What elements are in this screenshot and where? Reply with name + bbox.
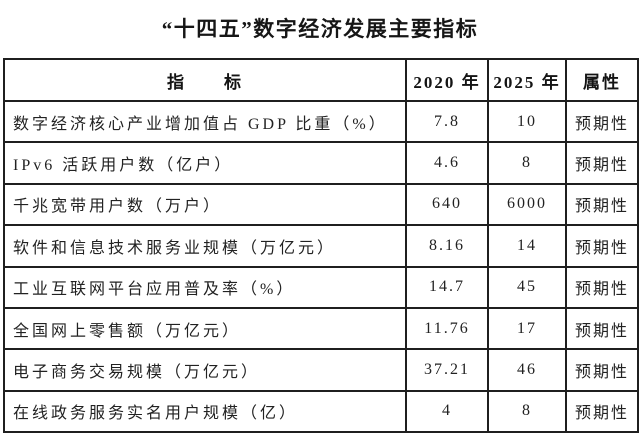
table-row: 全国网上零售额（万亿元） 11.76 17 预期性 [3, 306, 639, 351]
value-2020-cell: 640 [405, 182, 489, 227]
indicator-cell: 电子商务交易规模（万亿元） [3, 348, 407, 392]
value-2025-cell: 8 [487, 141, 567, 185]
indicator-cell: 在线政务服务实名用户规模（亿） [3, 389, 407, 433]
value-2025-cell: 17 [487, 306, 567, 351]
attribute-cell: 预期性 [565, 348, 639, 392]
attribute-cell: 预期性 [565, 306, 639, 351]
header-attribute: 属性 [565, 58, 639, 102]
header-2020: 2020 年 [405, 58, 489, 102]
table-header-row: 指 标 2020 年 2025 年 属性 [3, 58, 639, 102]
header-2025: 2025 年 [487, 58, 567, 102]
attribute-cell: 预期性 [565, 182, 639, 227]
value-2025-cell: 45 [487, 265, 567, 309]
table-row: 电子商务交易规模（万亿元） 37.21 46 预期性 [3, 348, 639, 392]
value-2020-cell: 11.76 [405, 306, 489, 351]
table-row: IPv6 活跃用户数（亿户） 4.6 8 预期性 [3, 141, 639, 185]
table-row: 软件和信息技术服务业规模（万亿元） 8.16 14 预期性 [3, 224, 639, 268]
table-body: 数字经济核心产业增加值占 GDP 比重（%） 7.8 10 预期性 IPv6 活… [3, 99, 639, 433]
indicator-cell: IPv6 活跃用户数（亿户） [3, 141, 407, 185]
value-2025-cell: 6000 [487, 182, 567, 227]
value-2020-cell: 8.16 [405, 224, 489, 268]
value-2025-cell: 10 [487, 99, 567, 144]
attribute-cell: 预期性 [565, 389, 639, 433]
page-title: “十四五”数字经济发展主要指标 [161, 17, 479, 41]
table-row: 千兆宽带用户数（万户） 640 6000 预期性 [3, 182, 639, 227]
attribute-cell: 预期性 [565, 141, 639, 185]
attribute-cell: 预期性 [565, 99, 639, 144]
value-2025-cell: 8 [487, 389, 567, 433]
indicator-cell: 千兆宽带用户数（万户） [3, 182, 407, 227]
value-2020-cell: 37.21 [405, 348, 489, 392]
indicators-table: 指 标 2020 年 2025 年 属性 数字经济核心产业增加值占 GDP 比重… [3, 58, 639, 433]
value-2020-cell: 7.8 [405, 99, 489, 144]
value-2025-cell: 14 [487, 224, 567, 268]
attribute-cell: 预期性 [565, 265, 639, 309]
value-2020-cell: 4 [405, 389, 489, 433]
indicator-cell: 软件和信息技术服务业规模（万亿元） [3, 224, 407, 268]
table-row: 在线政务服务实名用户规模（亿） 4 8 预期性 [3, 389, 639, 433]
indicator-cell: 工业互联网平台应用普及率（%） [3, 265, 407, 309]
value-2025-cell: 46 [487, 348, 567, 392]
indicator-cell: 数字经济核心产业增加值占 GDP 比重（%） [3, 99, 407, 144]
table-row: 数字经济核心产业增加值占 GDP 比重（%） 7.8 10 预期性 [3, 99, 639, 144]
value-2020-cell: 14.7 [405, 265, 489, 309]
table-row: 工业互联网平台应用普及率（%） 14.7 45 预期性 [3, 265, 639, 309]
value-2020-cell: 4.6 [405, 141, 489, 185]
attribute-cell: 预期性 [565, 224, 639, 268]
indicator-cell: 全国网上零售额（万亿元） [3, 306, 407, 351]
header-indicator: 指 标 [3, 58, 407, 102]
